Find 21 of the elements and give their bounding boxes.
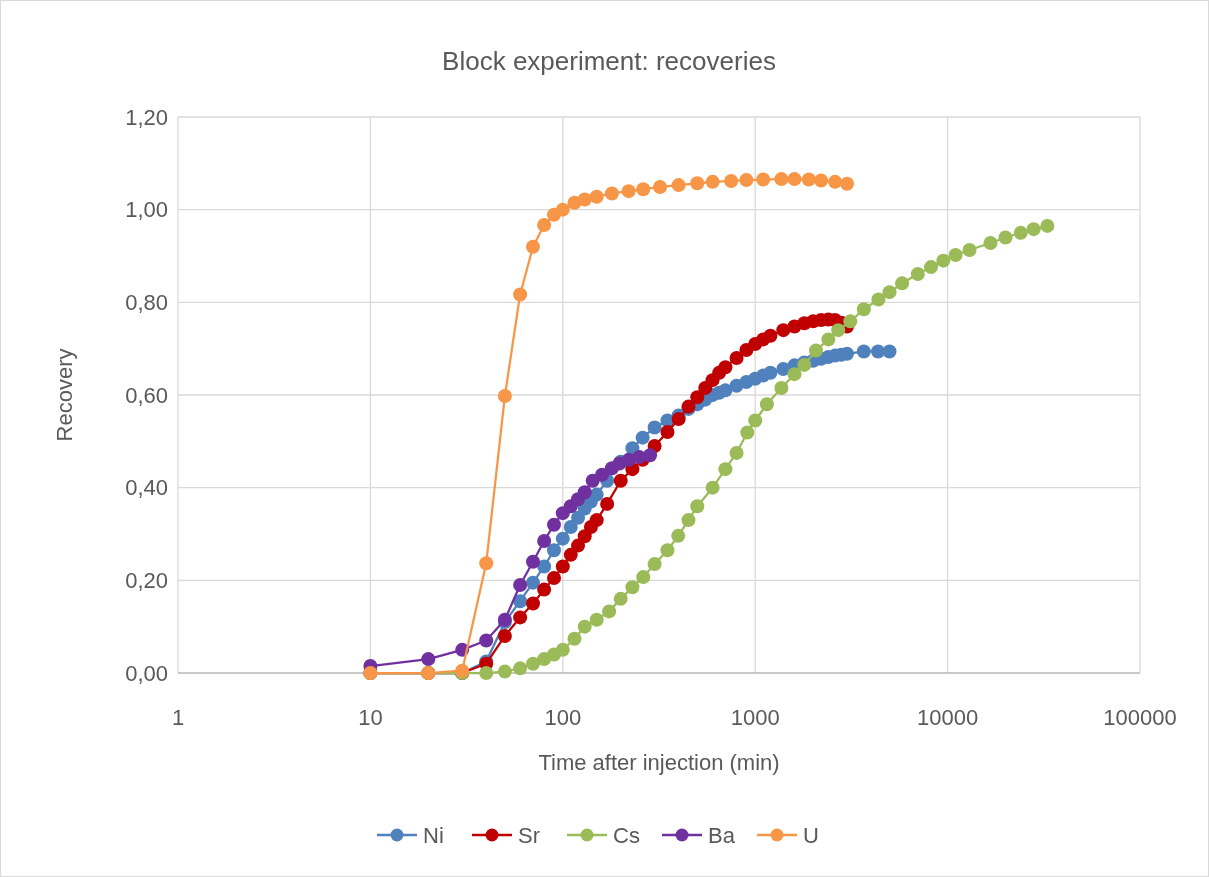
y-tick-label: 0,00 xyxy=(125,660,168,686)
x-tick-label: 10000 xyxy=(917,705,979,730)
y-tick-label: 0,20 xyxy=(125,568,168,594)
x-tick-label: 100000 xyxy=(1103,705,1177,730)
legend-label: Ba xyxy=(708,822,736,848)
x-tick-label: 100 xyxy=(544,705,582,730)
legend-label: Cs xyxy=(613,822,640,848)
x-tick-label: 10 xyxy=(358,705,383,730)
x-axis-title: Time after injection (min) xyxy=(538,750,780,775)
legend-label: U xyxy=(803,822,819,848)
y-tick-label: 1,00 xyxy=(125,197,168,223)
y-tick-label: 0,40 xyxy=(125,475,168,501)
legend-label: Ni xyxy=(423,822,444,848)
y-tick-label: 0,60 xyxy=(125,382,168,408)
y-tick-label: 1,20 xyxy=(125,104,168,130)
chart-title: Block experiment: recoveries xyxy=(442,46,776,76)
x-tick-label: 1 xyxy=(171,705,185,730)
y-axis-title: Recovery xyxy=(52,348,77,442)
legend-label: Sr xyxy=(518,822,540,848)
x-tick-label: 1000 xyxy=(730,705,780,730)
y-tick-label: 0,80 xyxy=(125,290,168,316)
